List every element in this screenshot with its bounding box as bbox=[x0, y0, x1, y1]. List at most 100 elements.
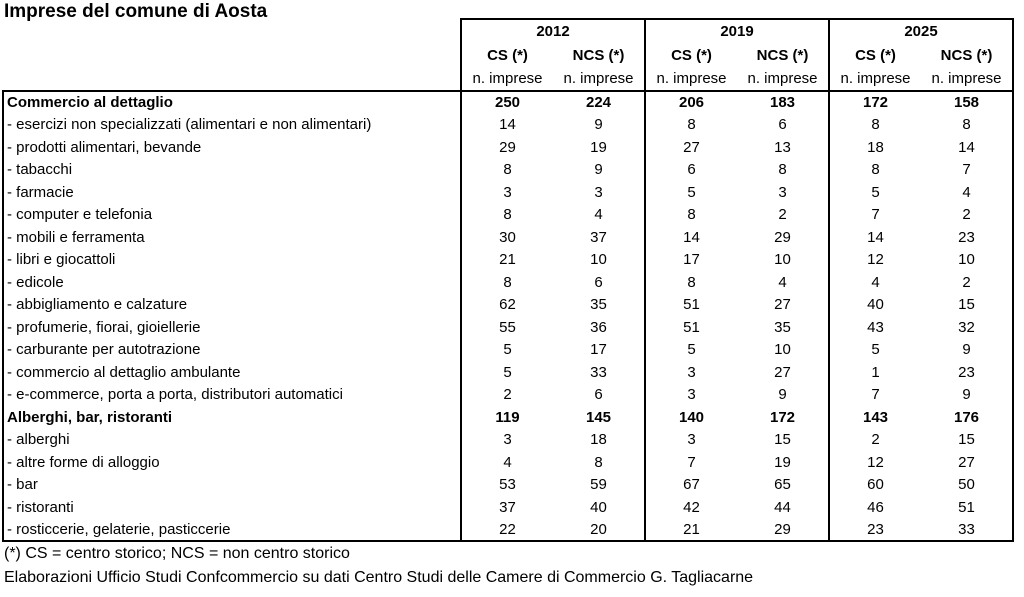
row-label: - altre forme di alloggio bbox=[2, 451, 462, 474]
cell-value: 59 bbox=[553, 473, 646, 496]
cell-value: 10 bbox=[737, 248, 830, 271]
cell-value: 3 bbox=[644, 361, 737, 384]
cell-value: 20 bbox=[553, 518, 646, 542]
cell-value: 21 bbox=[644, 518, 737, 542]
cell-value: 145 bbox=[553, 406, 646, 429]
cell-value: 5 bbox=[460, 338, 553, 361]
cell-value: 32 bbox=[921, 316, 1014, 339]
cell-value: 119 bbox=[460, 406, 553, 429]
table-row: - tabacchi 8 9 6 8 8 7 bbox=[2, 158, 1014, 181]
year-header-2019: 2019 bbox=[644, 18, 830, 43]
row-label: - profumerie, fiorai, gioiellerie bbox=[2, 316, 462, 339]
row-label: - mobili e ferramenta bbox=[2, 226, 462, 249]
table-row: - abbigliamento e calzature 62 35 51 27 40 15 bbox=[2, 293, 1014, 316]
cell-value: 15 bbox=[921, 293, 1014, 316]
cell-value: 14 bbox=[644, 226, 737, 249]
unit-header: n. imprese bbox=[553, 67, 646, 92]
cell-value: 4 bbox=[460, 451, 553, 474]
cell-value: 17 bbox=[644, 248, 737, 271]
cell-value: 21 bbox=[460, 248, 553, 271]
cell-value: 6 bbox=[553, 383, 646, 406]
cell-value: 176 bbox=[921, 406, 1014, 429]
cell-value: 8 bbox=[828, 158, 921, 181]
subcol-header-ncs: NCS (*) bbox=[737, 43, 830, 67]
subcol-header-cs: CS (*) bbox=[828, 43, 921, 67]
cell-value: 40 bbox=[828, 293, 921, 316]
cell-value: 3 bbox=[460, 428, 553, 451]
row-label: - carburante per autotrazione bbox=[2, 338, 462, 361]
row-label: Alberghi, bar, ristoranti bbox=[2, 406, 462, 429]
cell-value: 7 bbox=[828, 203, 921, 226]
cell-value: 44 bbox=[737, 496, 830, 519]
unit-header: n. imprese bbox=[644, 67, 737, 92]
table-row: - alberghi 3 18 3 15 2 15 bbox=[2, 428, 1014, 451]
footnote-source: Elaborazioni Ufficio Studi Confcommercio… bbox=[4, 569, 754, 586]
cell-value: 4 bbox=[737, 271, 830, 294]
cell-value: 172 bbox=[737, 406, 830, 429]
cell-value: 18 bbox=[828, 136, 921, 159]
cell-value: 6 bbox=[553, 271, 646, 294]
table-row: - libri e giocattoli 21 10 17 10 12 10 bbox=[2, 248, 1014, 271]
unit-header: n. imprese bbox=[828, 67, 921, 92]
row-label: - abbigliamento e calzature bbox=[2, 293, 462, 316]
cell-value: 224 bbox=[553, 90, 646, 114]
cell-value: 7 bbox=[921, 158, 1014, 181]
cell-value: 8 bbox=[644, 271, 737, 294]
cell-value: 9 bbox=[921, 338, 1014, 361]
cell-value: 6 bbox=[644, 158, 737, 181]
row-label: - tabacchi bbox=[2, 158, 462, 181]
row-label: - libri e giocattoli bbox=[2, 248, 462, 271]
cell-value: 67 bbox=[644, 473, 737, 496]
cell-value: 1 bbox=[828, 361, 921, 384]
year-header-2025: 2025 bbox=[828, 18, 1014, 43]
year-header-row: 2012 2019 2025 bbox=[3, 18, 1014, 43]
cell-value: 33 bbox=[921, 518, 1014, 542]
cell-value: 8 bbox=[460, 271, 553, 294]
year-header-2012: 2012 bbox=[460, 18, 646, 43]
cell-value: 3 bbox=[644, 383, 737, 406]
cell-value: 14 bbox=[460, 113, 553, 136]
row-label: - edicole bbox=[2, 271, 462, 294]
cell-value: 19 bbox=[553, 136, 646, 159]
table-header: 2012 2019 2025 CS (*) NCS (*) CS (*) NCS… bbox=[3, 18, 1014, 92]
cell-value: 8 bbox=[828, 113, 921, 136]
cell-value: 2 bbox=[921, 203, 1014, 226]
subcol-header-cs: CS (*) bbox=[644, 43, 737, 67]
cell-value: 15 bbox=[921, 428, 1014, 451]
cell-value: 2 bbox=[460, 383, 553, 406]
subcol-header-ncs: NCS (*) bbox=[921, 43, 1014, 67]
cell-value: 9 bbox=[553, 158, 646, 181]
table-row: - farmacie 3 3 5 3 5 4 bbox=[2, 181, 1014, 204]
cell-value: 37 bbox=[553, 226, 646, 249]
cell-value: 7 bbox=[828, 383, 921, 406]
subcol-header-row: CS (*) NCS (*) CS (*) NCS (*) CS (*) NCS… bbox=[3, 43, 1014, 67]
header-spacer bbox=[3, 19, 461, 91]
cell-value: 37 bbox=[460, 496, 553, 519]
cell-value: 2 bbox=[828, 428, 921, 451]
cell-value: 4 bbox=[553, 203, 646, 226]
table-row: - altre forme di alloggio 4 8 7 19 12 27 bbox=[2, 451, 1014, 474]
subcol-header-ncs: NCS (*) bbox=[553, 43, 646, 67]
cell-value: 250 bbox=[460, 90, 553, 114]
cell-value: 43 bbox=[828, 316, 921, 339]
cell-value: 5 bbox=[828, 181, 921, 204]
cell-value: 35 bbox=[737, 316, 830, 339]
cell-value: 9 bbox=[921, 383, 1014, 406]
cell-value: 29 bbox=[737, 518, 830, 542]
table-row: - ristoranti 37 40 42 44 46 51 bbox=[2, 496, 1014, 519]
cell-value: 3 bbox=[553, 181, 646, 204]
cell-value: 14 bbox=[921, 136, 1014, 159]
row-label: - alberghi bbox=[2, 428, 462, 451]
cell-value: 8 bbox=[921, 113, 1014, 136]
cell-value: 8 bbox=[644, 113, 737, 136]
cell-value: 7 bbox=[644, 451, 737, 474]
cell-value: 6 bbox=[737, 113, 830, 136]
cell-value: 27 bbox=[737, 293, 830, 316]
unit-header-row: n. imprese n. imprese n. imprese n. impr… bbox=[3, 67, 1014, 92]
cell-value: 17 bbox=[553, 338, 646, 361]
cell-value: 50 bbox=[921, 473, 1014, 496]
row-label: - prodotti alimentari, bevande bbox=[2, 136, 462, 159]
cell-value: 143 bbox=[828, 406, 921, 429]
cell-value: 9 bbox=[737, 383, 830, 406]
row-label: - bar bbox=[2, 473, 462, 496]
